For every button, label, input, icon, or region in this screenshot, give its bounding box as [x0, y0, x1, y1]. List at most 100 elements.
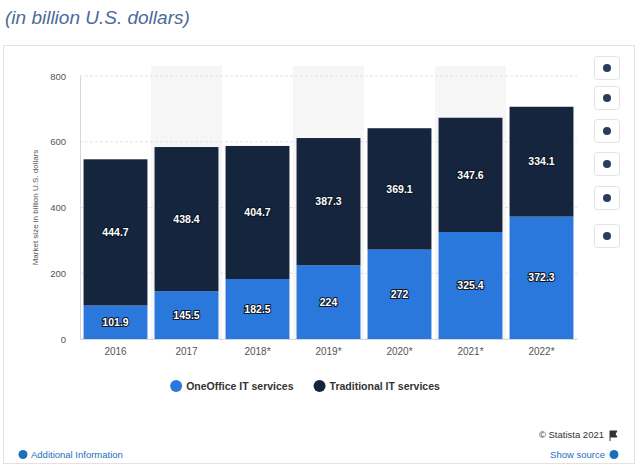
y-tick: 600 [50, 136, 80, 147]
column-shading [151, 66, 506, 339]
y-axis: 0 200 400 600 800 [50, 71, 80, 345]
x-tick: 2018* [244, 339, 270, 357]
additional-information-link[interactable]: Additional Information [31, 449, 123, 460]
y-tick-label: 400 [50, 202, 66, 213]
x-axis: 2016 2017 2018* 2019* 2020* 2021* 2022* [81, 339, 578, 357]
toolbar-icon [603, 64, 611, 72]
bars [84, 107, 574, 339]
toolbar-button[interactable] [595, 153, 620, 176]
toolbar-button-frame [595, 120, 620, 143]
y-tick: 0 [61, 334, 80, 345]
bar-segment[interactable] [439, 232, 503, 339]
toolbar-button[interactable] [595, 187, 620, 210]
x-tick-label: 2021* [457, 346, 483, 357]
y-tick-label: 800 [50, 71, 66, 82]
x-tick-label: 2020* [386, 346, 412, 357]
legend-item[interactable]: Traditional IT services [314, 380, 440, 392]
x-tick: 2016 [104, 339, 127, 357]
x-tick: 2019* [315, 339, 341, 357]
toolbar-button-frame [595, 187, 620, 210]
toolbar-icon [603, 194, 611, 202]
x-tick: 2021* [457, 339, 483, 357]
data-label: 101.9 [102, 316, 128, 328]
data-label: 438.4 [173, 213, 199, 225]
x-tick-label: 2018* [244, 346, 270, 357]
bar-segment[interactable] [226, 279, 290, 339]
bar-segment[interactable] [226, 146, 290, 279]
toolbar-button-frame [595, 87, 620, 110]
card [4, 46, 635, 464]
toolbar-icon [603, 127, 611, 135]
toolbar-button-frame [595, 225, 620, 248]
source-icon[interactable] [610, 450, 619, 459]
column-band [151, 66, 222, 339]
y-axis-line [80, 77, 81, 340]
flag-icon[interactable] [610, 431, 617, 441]
toolbar-icon [603, 160, 611, 168]
legend-item[interactable]: OneOffice IT services [170, 380, 294, 392]
legend: OneOffice IT services Traditional IT serv… [170, 380, 440, 392]
toolbar-button-frame [595, 153, 620, 176]
data-label: 372.3 [528, 271, 554, 283]
bar-segment[interactable] [155, 291, 219, 339]
bar-segment[interactable] [297, 265, 361, 339]
toolbar-button[interactable] [595, 225, 620, 248]
y-tick: 400 [50, 202, 80, 213]
bar-segment[interactable] [84, 159, 148, 305]
y-tick-label: 600 [50, 136, 66, 147]
legend-swatch [170, 380, 182, 392]
y-tick-label: 0 [61, 334, 66, 345]
data-label: 272 [391, 288, 409, 300]
data-label: 444.7 [102, 226, 128, 238]
legend-label: OneOffice IT services [186, 380, 294, 392]
x-axis-line [81, 339, 578, 340]
bar-segment[interactable] [439, 118, 503, 232]
y-tick: 200 [50, 268, 80, 279]
toolbar-button[interactable] [595, 57, 620, 80]
toolbar-icon [603, 94, 611, 102]
column-band [435, 66, 506, 339]
x-tick: 2020* [386, 339, 412, 357]
data-labels: 101.9 145.5 182.5 224 272 325.4 372.3 444.7 438.… [102, 155, 554, 328]
data-label: 145.5 [173, 309, 199, 321]
toolbar-button-frame [595, 57, 620, 80]
bar-segment[interactable] [155, 147, 219, 291]
bar-segment[interactable] [510, 217, 574, 339]
bar-segment[interactable] [368, 128, 432, 249]
data-label: 182.5 [244, 303, 270, 315]
info-icon[interactable] [19, 450, 28, 459]
bar-segment[interactable] [510, 107, 574, 217]
data-label: 224 [320, 296, 338, 308]
x-tick: 2017 [175, 339, 198, 357]
x-tick-label: 2022* [528, 346, 554, 357]
grid-line [80, 76, 577, 77]
bar-segment[interactable] [297, 138, 361, 265]
data-label: 347.6 [457, 169, 483, 181]
toolbar-icon [603, 232, 611, 240]
x-tick-label: 2017 [175, 346, 198, 357]
legend-label: Traditional IT services [330, 380, 440, 392]
show-source-link[interactable]: Show source [550, 449, 605, 460]
subtitle: (in billion U.S. dollars) [5, 7, 190, 28]
toolbar-button[interactable] [595, 87, 620, 110]
data-label: 325.4 [457, 279, 483, 291]
bar-segment[interactable] [368, 250, 432, 339]
column-band [293, 66, 364, 339]
y-tick-label: 200 [50, 268, 66, 279]
side-toolbar [595, 57, 620, 248]
x-tick-label: 2019* [315, 346, 341, 357]
x-tick: 2022* [528, 339, 554, 357]
grid [80, 76, 577, 339]
chart: (in billion U.S. dollars) 101.9 145.5 182.5… [0, 0, 642, 466]
toolbar-button[interactable] [595, 120, 620, 143]
data-label: 404.7 [244, 206, 270, 218]
copyright: © Statista 2021 [539, 429, 604, 440]
legend-swatch [314, 380, 326, 392]
y-tick: 800 [50, 71, 80, 82]
y-axis-title: Market size in billion U.S. dollars [31, 150, 40, 266]
x-tick-label: 2016 [104, 346, 127, 357]
data-label: 334.1 [528, 155, 554, 167]
bar-segment[interactable] [84, 306, 148, 339]
data-label: 387.3 [315, 195, 341, 207]
data-label: 369.1 [386, 183, 412, 195]
